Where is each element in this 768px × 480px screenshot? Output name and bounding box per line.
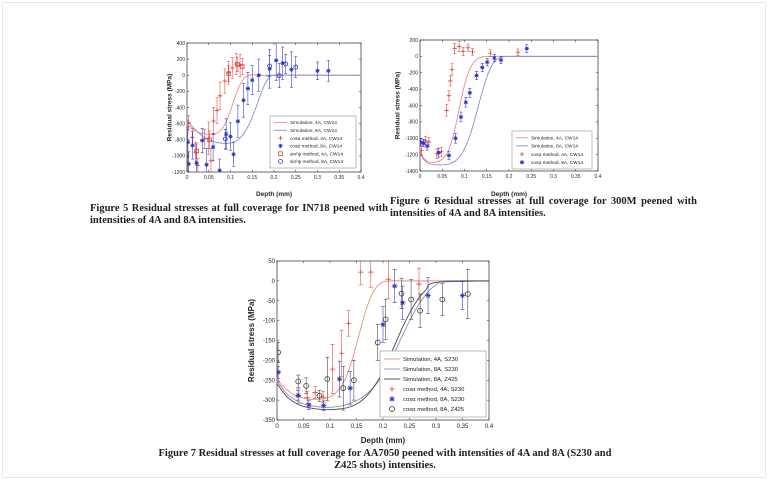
svg-text:50: 50 xyxy=(268,259,275,265)
svg-text:-1400: -1400 xyxy=(405,169,418,175)
svg-text:cosα method, 4A, CW14: cosα method, 4A, CW14 xyxy=(290,136,342,142)
svg-text:0.3: 0.3 xyxy=(432,424,441,430)
figure-7-chart: 0 0.05 0.1 0.15 0.2 0.25 0.3 0.35 0.4 -350 -300 -25… xyxy=(247,259,494,445)
svg-text:Simulation, 4A, S230: Simulation, 4A, S230 xyxy=(403,357,459,363)
figure-6-chart: 0 0.05 0.1 0.15 0.2 0.25 0.3 0.35 0.4 -1400 -1200 -… xyxy=(395,38,602,198)
svg-text:Depth (mm): Depth (mm) xyxy=(256,191,292,198)
svg-text:Simulation, 8A, Z425: Simulation, 8A, Z425 xyxy=(403,377,458,383)
svg-text:-50: -50 xyxy=(266,299,275,305)
svg-text:-150: -150 xyxy=(263,339,276,345)
svg-text:0.25: 0.25 xyxy=(404,424,416,430)
figure-5-caption: Figure 5 Residual stresses at full cover… xyxy=(90,203,388,227)
svg-text:-600: -600 xyxy=(175,121,185,127)
svg-text:0.2: 0.2 xyxy=(379,424,388,430)
svg-text:0.4: 0.4 xyxy=(358,175,365,181)
svg-text:Depth (mm): Depth (mm) xyxy=(361,436,406,445)
svg-text:Simulation, 8A, S230: Simulation, 8A, S230 xyxy=(403,367,459,373)
svg-text:0: 0 xyxy=(182,73,185,79)
svg-text:Simulation, 4A, CW14: Simulation, 4A, CW14 xyxy=(290,120,337,126)
svg-text:-200: -200 xyxy=(408,71,418,77)
figure-6-caption: Figure 6 Residual stresses at full cover… xyxy=(390,196,697,220)
svg-text:0: 0 xyxy=(275,424,279,430)
svg-text:0.1: 0.1 xyxy=(227,175,234,181)
svg-text:cosα method, 8A, CW14: cosα method, 8A, CW14 xyxy=(290,144,342,150)
svg-text:Depth (mm): Depth (mm) xyxy=(491,191,527,198)
svg-text:cosα method, 8A, S230: cosα method, 8A, S230 xyxy=(403,397,465,403)
svg-text:-1000: -1000 xyxy=(405,136,418,142)
svg-text:cosα method, 4A, S230: cosα method, 4A, S230 xyxy=(403,387,465,393)
svg-text:0.35: 0.35 xyxy=(457,424,469,430)
svg-text:0.05: 0.05 xyxy=(204,175,214,181)
svg-text:-600: -600 xyxy=(408,103,418,109)
svg-text:sin²ψ method, 8A, CW14: sin²ψ method, 8A, CW14 xyxy=(290,159,343,165)
svg-text:-300: -300 xyxy=(263,398,276,404)
svg-text:0: 0 xyxy=(272,279,276,285)
svg-text:Residual stress (MPa): Residual stress (MPa) xyxy=(395,72,402,140)
figure-5-chart: 0 0.05 0.1 0.15 0.2 0.25 0.3 0.35 0.4 -1200 -1000 -… xyxy=(167,41,365,198)
svg-text:0.15: 0.15 xyxy=(482,174,492,180)
svg-text:0.4: 0.4 xyxy=(595,174,602,180)
svg-text:Simulation, 8A, CW14: Simulation, 8A, CW14 xyxy=(531,144,578,150)
svg-text:400: 400 xyxy=(177,41,186,47)
svg-text:0.1: 0.1 xyxy=(326,424,335,430)
svg-text:-400: -400 xyxy=(408,87,418,93)
svg-text:0.3: 0.3 xyxy=(314,175,321,181)
svg-text:0.15: 0.15 xyxy=(351,424,363,430)
svg-text:0: 0 xyxy=(419,174,422,180)
svg-text:-800: -800 xyxy=(408,120,418,126)
svg-text:0.35: 0.35 xyxy=(571,174,581,180)
svg-text:0.05: 0.05 xyxy=(437,174,447,180)
svg-text:cosα method, 8A, CW14: cosα method, 8A, CW14 xyxy=(531,160,583,166)
svg-text:0.4: 0.4 xyxy=(485,424,494,430)
svg-text:0.15: 0.15 xyxy=(247,175,257,181)
svg-text:0.2: 0.2 xyxy=(506,174,513,180)
figure-7-caption: Figure 7 Residual stresses at full cover… xyxy=(158,448,612,472)
svg-text:0: 0 xyxy=(186,175,189,181)
figure-7: 0 0.05 0.1 0.15 0.2 0.25 0.3 0.35 0.4 -350 -300 -25… xyxy=(246,251,500,445)
svg-text:Residual stress (MPa): Residual stress (MPa) xyxy=(247,299,256,382)
svg-text:-1200: -1200 xyxy=(405,152,418,158)
svg-text:-1200: -1200 xyxy=(172,170,185,176)
svg-text:-350: -350 xyxy=(263,418,276,424)
svg-text:0.1: 0.1 xyxy=(461,174,468,180)
svg-text:0.05: 0.05 xyxy=(298,424,310,430)
svg-text:0.35: 0.35 xyxy=(334,175,344,181)
svg-text:-200: -200 xyxy=(263,358,276,364)
svg-text:cosα method, 8A, Z425: cosα method, 8A, Z425 xyxy=(403,407,465,413)
svg-text:-200: -200 xyxy=(175,89,185,95)
svg-text:Residual stress (MPa): Residual stress (MPa) xyxy=(167,74,174,142)
svg-text:cosα method, 4A, CW14: cosα method, 4A, CW14 xyxy=(531,152,583,158)
svg-text:0.25: 0.25 xyxy=(526,174,536,180)
svg-text:Simulation, 4A, CW14: Simulation, 4A, CW14 xyxy=(531,135,578,141)
svg-text:0.3: 0.3 xyxy=(550,174,557,180)
svg-text:Simulation, 8A, CW14: Simulation, 8A, CW14 xyxy=(290,128,337,134)
svg-text:-400: -400 xyxy=(175,105,185,111)
svg-text:200: 200 xyxy=(410,38,419,44)
svg-text:-1000: -1000 xyxy=(172,154,185,160)
svg-text:-100: -100 xyxy=(263,319,276,325)
svg-text:0.25: 0.25 xyxy=(291,175,301,181)
svg-text:-800: -800 xyxy=(175,138,185,144)
svg-text:sin²ψ method, 4A, CW14: sin²ψ method, 4A, CW14 xyxy=(290,151,343,157)
svg-text:-250: -250 xyxy=(263,378,276,384)
figure-5: 0 0.05 0.1 0.15 0.2 0.25 0.3 0.35 0.4 -1200 -1000 -… xyxy=(165,27,367,198)
svg-text:0: 0 xyxy=(415,54,418,60)
figure-6: 0 0.05 0.1 0.15 0.2 0.25 0.3 0.35 0.4 -1400 -1200 -… xyxy=(393,25,604,198)
svg-text:200: 200 xyxy=(177,57,186,63)
svg-text:0.2: 0.2 xyxy=(271,175,278,181)
